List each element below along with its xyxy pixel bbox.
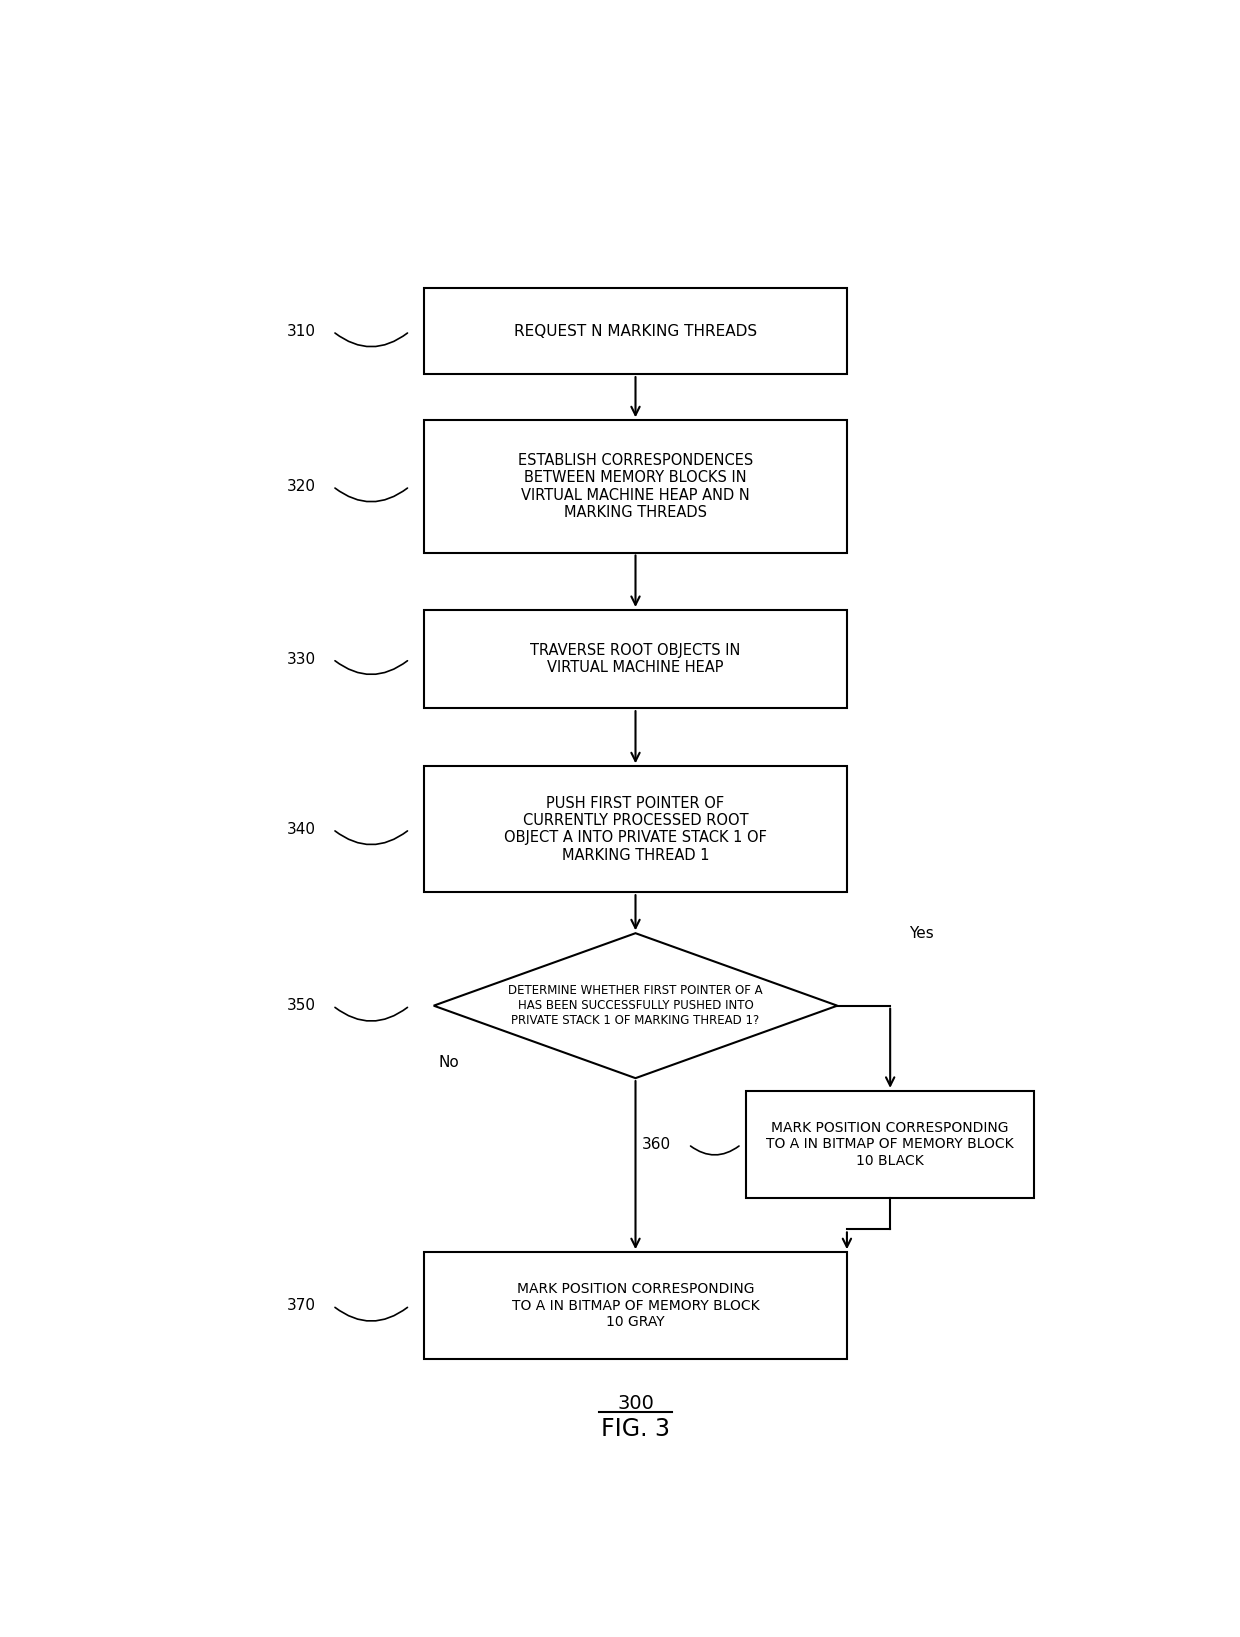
Text: MARK POSITION CORRESPONDING
TO A IN BITMAP OF MEMORY BLOCK
10 GRAY: MARK POSITION CORRESPONDING TO A IN BITM… bbox=[512, 1282, 759, 1329]
Text: No: No bbox=[439, 1054, 459, 1071]
FancyBboxPatch shape bbox=[424, 611, 847, 709]
FancyBboxPatch shape bbox=[424, 421, 847, 553]
Text: REQUEST N MARKING THREADS: REQUEST N MARKING THREADS bbox=[513, 324, 758, 339]
Text: MARK POSITION CORRESPONDING
TO A IN BITMAP OF MEMORY BLOCK
10 BLACK: MARK POSITION CORRESPONDING TO A IN BITM… bbox=[766, 1121, 1014, 1167]
FancyBboxPatch shape bbox=[746, 1090, 1034, 1198]
Polygon shape bbox=[434, 933, 837, 1079]
Text: 300: 300 bbox=[618, 1395, 653, 1413]
Text: 320: 320 bbox=[286, 480, 315, 494]
Text: FIG. 3: FIG. 3 bbox=[601, 1418, 670, 1441]
Text: TRAVERSE ROOT OBJECTS IN
VIRTUAL MACHINE HEAP: TRAVERSE ROOT OBJECTS IN VIRTUAL MACHINE… bbox=[531, 643, 740, 674]
FancyBboxPatch shape bbox=[424, 288, 847, 375]
Text: 310: 310 bbox=[286, 324, 315, 339]
Text: 360: 360 bbox=[642, 1136, 671, 1152]
Text: DETERMINE WHETHER FIRST POINTER OF A
HAS BEEN SUCCESSFULLY PUSHED INTO
PRIVATE S: DETERMINE WHETHER FIRST POINTER OF A HAS… bbox=[508, 984, 763, 1026]
Text: 330: 330 bbox=[286, 652, 315, 666]
Text: 350: 350 bbox=[286, 999, 315, 1013]
Text: ESTABLISH CORRESPONDENCES
BETWEEN MEMORY BLOCKS IN
VIRTUAL MACHINE HEAP AND N
MA: ESTABLISH CORRESPONDENCES BETWEEN MEMORY… bbox=[518, 453, 753, 521]
Text: PUSH FIRST POINTER OF
CURRENTLY PROCESSED ROOT
OBJECT A INTO PRIVATE STACK 1 OF
: PUSH FIRST POINTER OF CURRENTLY PROCESSE… bbox=[505, 796, 766, 863]
Text: Yes: Yes bbox=[909, 927, 934, 941]
Text: 340: 340 bbox=[286, 822, 315, 837]
FancyBboxPatch shape bbox=[424, 1252, 847, 1359]
FancyBboxPatch shape bbox=[424, 766, 847, 892]
Text: 370: 370 bbox=[286, 1298, 315, 1313]
